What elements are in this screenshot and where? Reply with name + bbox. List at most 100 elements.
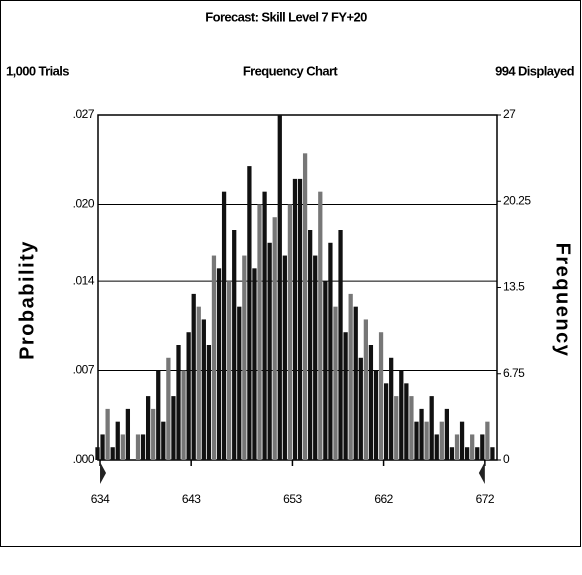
histogram-bar	[237, 306, 242, 460]
histogram-bar	[409, 396, 414, 460]
histogram-bar	[353, 306, 358, 460]
histogram-bar	[414, 421, 419, 460]
histogram-bar	[399, 370, 404, 460]
histogram-bar	[186, 332, 191, 460]
histogram-bar	[434, 434, 439, 460]
histogram-bar	[120, 434, 125, 460]
histogram-bar	[373, 370, 379, 460]
histogram-bar	[105, 408, 110, 460]
histogram-bar	[348, 293, 353, 460]
histogram-bar	[267, 242, 272, 460]
histogram-bar	[480, 434, 485, 460]
histogram-bar	[297, 178, 303, 460]
histogram-bar	[242, 255, 247, 460]
histogram-bar	[232, 230, 237, 460]
y2-axis-title: Frequency	[552, 243, 574, 358]
y2-tick-label: 20.25	[503, 193, 531, 207]
histogram-bar	[257, 204, 262, 460]
histogram-bar	[191, 293, 196, 460]
frame	[0, 0, 581, 547]
histogram-bar	[313, 255, 318, 460]
histogram-bar	[389, 357, 394, 460]
histogram-bar	[181, 370, 186, 460]
x-tick-label: 662	[374, 492, 393, 506]
histogram-bar	[145, 396, 151, 460]
histogram-bar	[419, 408, 424, 460]
histogram-bar	[196, 306, 201, 460]
histogram-bar	[282, 255, 287, 460]
histogram-bar	[429, 396, 434, 460]
histogram-bar	[156, 370, 161, 460]
histogram-bar	[328, 242, 333, 460]
chart-subtitle: Frequency Chart	[243, 63, 339, 78]
histogram-bar	[140, 434, 146, 460]
histogram-bar	[151, 408, 156, 460]
y-tick-label: .020	[73, 197, 95, 211]
histogram-bar	[459, 421, 465, 460]
histogram-bar	[277, 115, 282, 460]
histogram-bar	[318, 191, 323, 460]
histogram-bar	[464, 447, 470, 460]
histogram-bar	[206, 345, 212, 460]
histogram-bar	[110, 447, 115, 460]
histogram-bar	[272, 217, 277, 460]
histogram-bar	[227, 281, 232, 460]
histogram-bar	[135, 434, 141, 460]
histogram-bar	[454, 434, 460, 460]
y-tick-label: .027	[73, 107, 95, 121]
histogram-bar	[211, 255, 217, 460]
histogram-bar	[216, 268, 222, 460]
histogram-bar	[475, 447, 480, 460]
histogram-bar	[490, 447, 495, 460]
histogram-bar	[394, 396, 399, 460]
histogram-bar	[368, 345, 374, 460]
histogram-bar	[171, 396, 176, 460]
histogram-bar	[449, 447, 455, 460]
histogram-bar	[378, 332, 384, 460]
histogram-bar	[333, 306, 338, 460]
histogram-bar	[247, 166, 252, 460]
histogram-bar	[287, 204, 293, 460]
histogram-bar	[338, 230, 343, 460]
histogram-bar	[302, 153, 308, 461]
histogram-bar	[221, 191, 227, 460]
histogram-bar	[161, 421, 166, 460]
histogram-bar	[125, 408, 131, 460]
x-tick-label: 672	[476, 492, 495, 506]
x-tick-label: 634	[91, 492, 110, 506]
y2-tick-label: 6.75	[503, 366, 525, 380]
displayed-label: 994 Displayed	[495, 63, 575, 78]
histogram-bar	[470, 434, 475, 460]
y2-tick-label: 0	[503, 452, 510, 466]
chart-title: Forecast: Skill Level 7 FY+20	[205, 9, 367, 24]
y-tick-label: .007	[73, 363, 95, 377]
histogram-bar	[383, 383, 389, 460]
histogram-bar	[201, 319, 206, 460]
histogram-bar	[485, 421, 490, 460]
histogram-bar	[343, 332, 348, 460]
x-tick-label: 643	[182, 492, 201, 506]
histogram-bar	[363, 319, 368, 460]
histogram-bar	[424, 421, 429, 460]
y-tick-label: .014	[73, 273, 95, 287]
histogram-bar	[292, 178, 298, 460]
trials-label: 1,000 Trials	[6, 63, 69, 78]
histogram-bar	[262, 191, 267, 460]
histogram-bar	[323, 281, 328, 460]
histogram-bar	[444, 408, 450, 460]
histogram-bar	[166, 357, 171, 460]
y2-tick-label: 27	[503, 107, 516, 121]
histogram-bar	[404, 383, 409, 460]
histogram-bar	[252, 268, 257, 460]
histogram-bar	[176, 345, 181, 460]
histogram-bar	[439, 421, 444, 460]
histogram-bar	[115, 421, 120, 460]
x-tick-label: 653	[283, 492, 302, 506]
y-tick-label: .000	[73, 452, 95, 466]
histogram-bar	[308, 230, 313, 460]
histogram-bar	[95, 447, 100, 460]
y2-tick-label: 13.5	[503, 280, 525, 294]
y-axis-title: Probability	[16, 240, 38, 360]
certainty-grabber	[478, 462, 485, 484]
